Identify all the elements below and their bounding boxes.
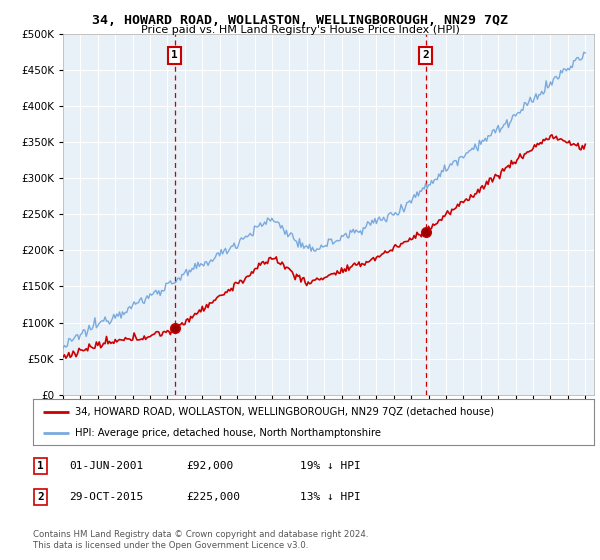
Text: Price paid vs. HM Land Registry's House Price Index (HPI): Price paid vs. HM Land Registry's House … xyxy=(140,25,460,35)
Text: 29-OCT-2015: 29-OCT-2015 xyxy=(69,492,143,502)
Text: 13% ↓ HPI: 13% ↓ HPI xyxy=(300,492,361,502)
Text: £225,000: £225,000 xyxy=(186,492,240,502)
Text: This data is licensed under the Open Government Licence v3.0.: This data is licensed under the Open Gov… xyxy=(33,541,308,550)
Text: 34, HOWARD ROAD, WOLLASTON, WELLINGBOROUGH, NN29 7QZ: 34, HOWARD ROAD, WOLLASTON, WELLINGBOROU… xyxy=(92,14,508,27)
Text: 19% ↓ HPI: 19% ↓ HPI xyxy=(300,461,361,471)
Text: 01-JUN-2001: 01-JUN-2001 xyxy=(69,461,143,471)
Text: HPI: Average price, detached house, North Northamptonshire: HPI: Average price, detached house, Nort… xyxy=(75,428,381,438)
Text: £92,000: £92,000 xyxy=(186,461,233,471)
Text: 34, HOWARD ROAD, WOLLASTON, WELLINGBOROUGH, NN29 7QZ (detached house): 34, HOWARD ROAD, WOLLASTON, WELLINGBOROU… xyxy=(75,407,494,417)
Text: Contains HM Land Registry data © Crown copyright and database right 2024.: Contains HM Land Registry data © Crown c… xyxy=(33,530,368,539)
Text: 1: 1 xyxy=(172,50,178,60)
Text: 2: 2 xyxy=(422,50,429,60)
Text: 1: 1 xyxy=(37,461,44,471)
Text: 2: 2 xyxy=(37,492,44,502)
